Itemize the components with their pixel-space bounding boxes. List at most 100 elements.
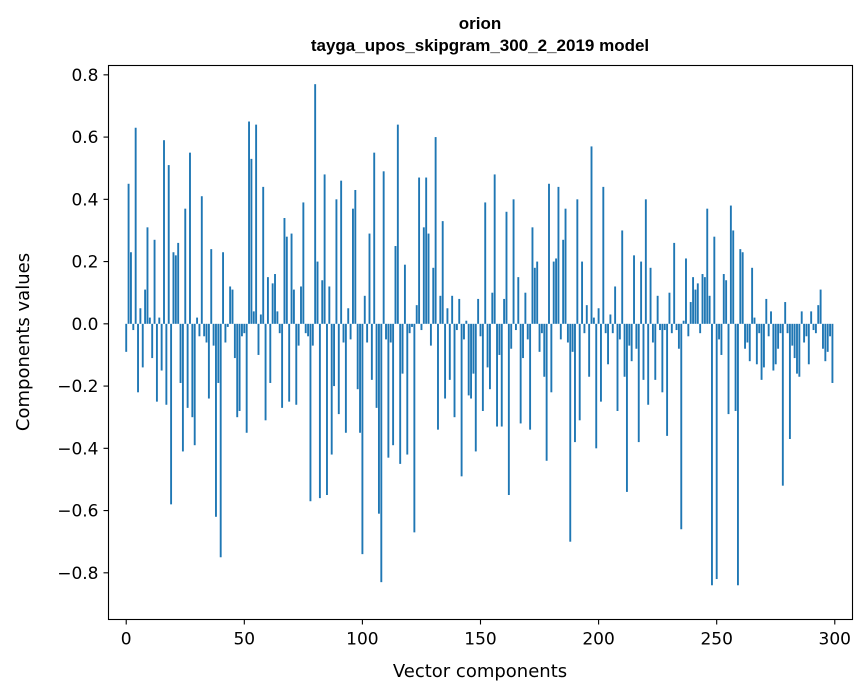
bar <box>179 323 182 383</box>
bar <box>139 308 142 324</box>
bar <box>189 152 191 324</box>
bar <box>812 323 815 331</box>
bar <box>477 298 480 324</box>
bar <box>411 323 413 327</box>
bar <box>786 323 789 334</box>
bar <box>607 323 609 365</box>
bar <box>744 323 746 349</box>
bar <box>132 323 135 331</box>
x-tick-label: 50 <box>233 630 255 650</box>
bar <box>172 252 175 324</box>
bar <box>703 277 706 324</box>
y-tick-label: −0.6 <box>57 502 98 522</box>
bar <box>758 323 761 334</box>
bar <box>470 323 472 399</box>
bar <box>788 323 791 439</box>
bar <box>148 317 151 324</box>
bar <box>181 323 184 452</box>
bar <box>720 323 723 355</box>
bar <box>245 323 248 433</box>
bar <box>326 323 328 496</box>
bar <box>406 323 409 455</box>
bar <box>349 323 352 340</box>
bar <box>134 127 137 324</box>
bar <box>146 227 149 324</box>
bar <box>529 323 532 430</box>
bar <box>503 298 506 324</box>
bar <box>753 317 756 324</box>
bar <box>805 323 808 337</box>
bar <box>210 249 213 324</box>
bar <box>363 295 366 324</box>
bar <box>441 221 444 324</box>
bar <box>729 205 732 324</box>
bar <box>129 252 132 324</box>
bar <box>755 323 758 365</box>
bar <box>318 323 321 499</box>
bar <box>800 311 803 324</box>
bar <box>158 317 161 324</box>
bar <box>635 323 638 349</box>
bar <box>524 292 527 324</box>
bar <box>689 302 692 324</box>
bar <box>807 323 810 365</box>
bar <box>663 323 666 331</box>
bar <box>510 323 513 349</box>
bar <box>266 277 269 324</box>
bar <box>829 323 832 337</box>
bar <box>408 323 411 334</box>
bar <box>155 323 158 402</box>
bar <box>696 283 699 324</box>
bar <box>685 258 687 324</box>
x-tick-label: 250 <box>700 630 732 650</box>
bar <box>314 84 317 324</box>
bar <box>337 323 340 415</box>
bar <box>455 323 458 331</box>
bar <box>264 323 267 421</box>
bar <box>193 323 196 446</box>
bar <box>222 252 224 324</box>
bar <box>458 298 461 324</box>
bar <box>203 323 206 337</box>
bar <box>382 171 385 324</box>
bar <box>321 280 324 324</box>
bar <box>699 323 702 334</box>
bar <box>779 323 782 334</box>
bar <box>711 323 713 586</box>
bar <box>767 323 770 337</box>
bar <box>243 323 246 334</box>
bar <box>675 323 678 331</box>
bar <box>316 261 319 324</box>
bar <box>708 295 711 324</box>
x-axis: 0 50 100 150 200 250 300 <box>121 619 851 650</box>
bar <box>746 323 749 343</box>
bar <box>597 308 600 324</box>
bar <box>548 183 550 324</box>
bar <box>278 323 281 334</box>
bar <box>798 323 801 377</box>
bar <box>552 261 555 324</box>
bar <box>344 323 347 433</box>
bar <box>538 323 541 352</box>
bar <box>361 323 364 555</box>
bar <box>817 305 820 324</box>
bar <box>628 323 631 346</box>
bar <box>659 323 661 331</box>
bar <box>651 323 654 343</box>
bar <box>661 323 664 393</box>
bar <box>517 277 520 324</box>
bar <box>611 323 614 334</box>
bar <box>163 140 165 324</box>
bar <box>297 323 300 346</box>
bar <box>174 255 177 324</box>
bar <box>434 137 437 324</box>
bar <box>656 295 659 324</box>
bar <box>576 199 579 324</box>
bar <box>191 323 194 418</box>
bar <box>198 323 201 337</box>
bar <box>734 323 737 411</box>
x-tick-label: 100 <box>346 630 378 650</box>
y-tick-label: 0.2 <box>71 253 98 273</box>
y-tick-label: 0.4 <box>71 190 98 210</box>
